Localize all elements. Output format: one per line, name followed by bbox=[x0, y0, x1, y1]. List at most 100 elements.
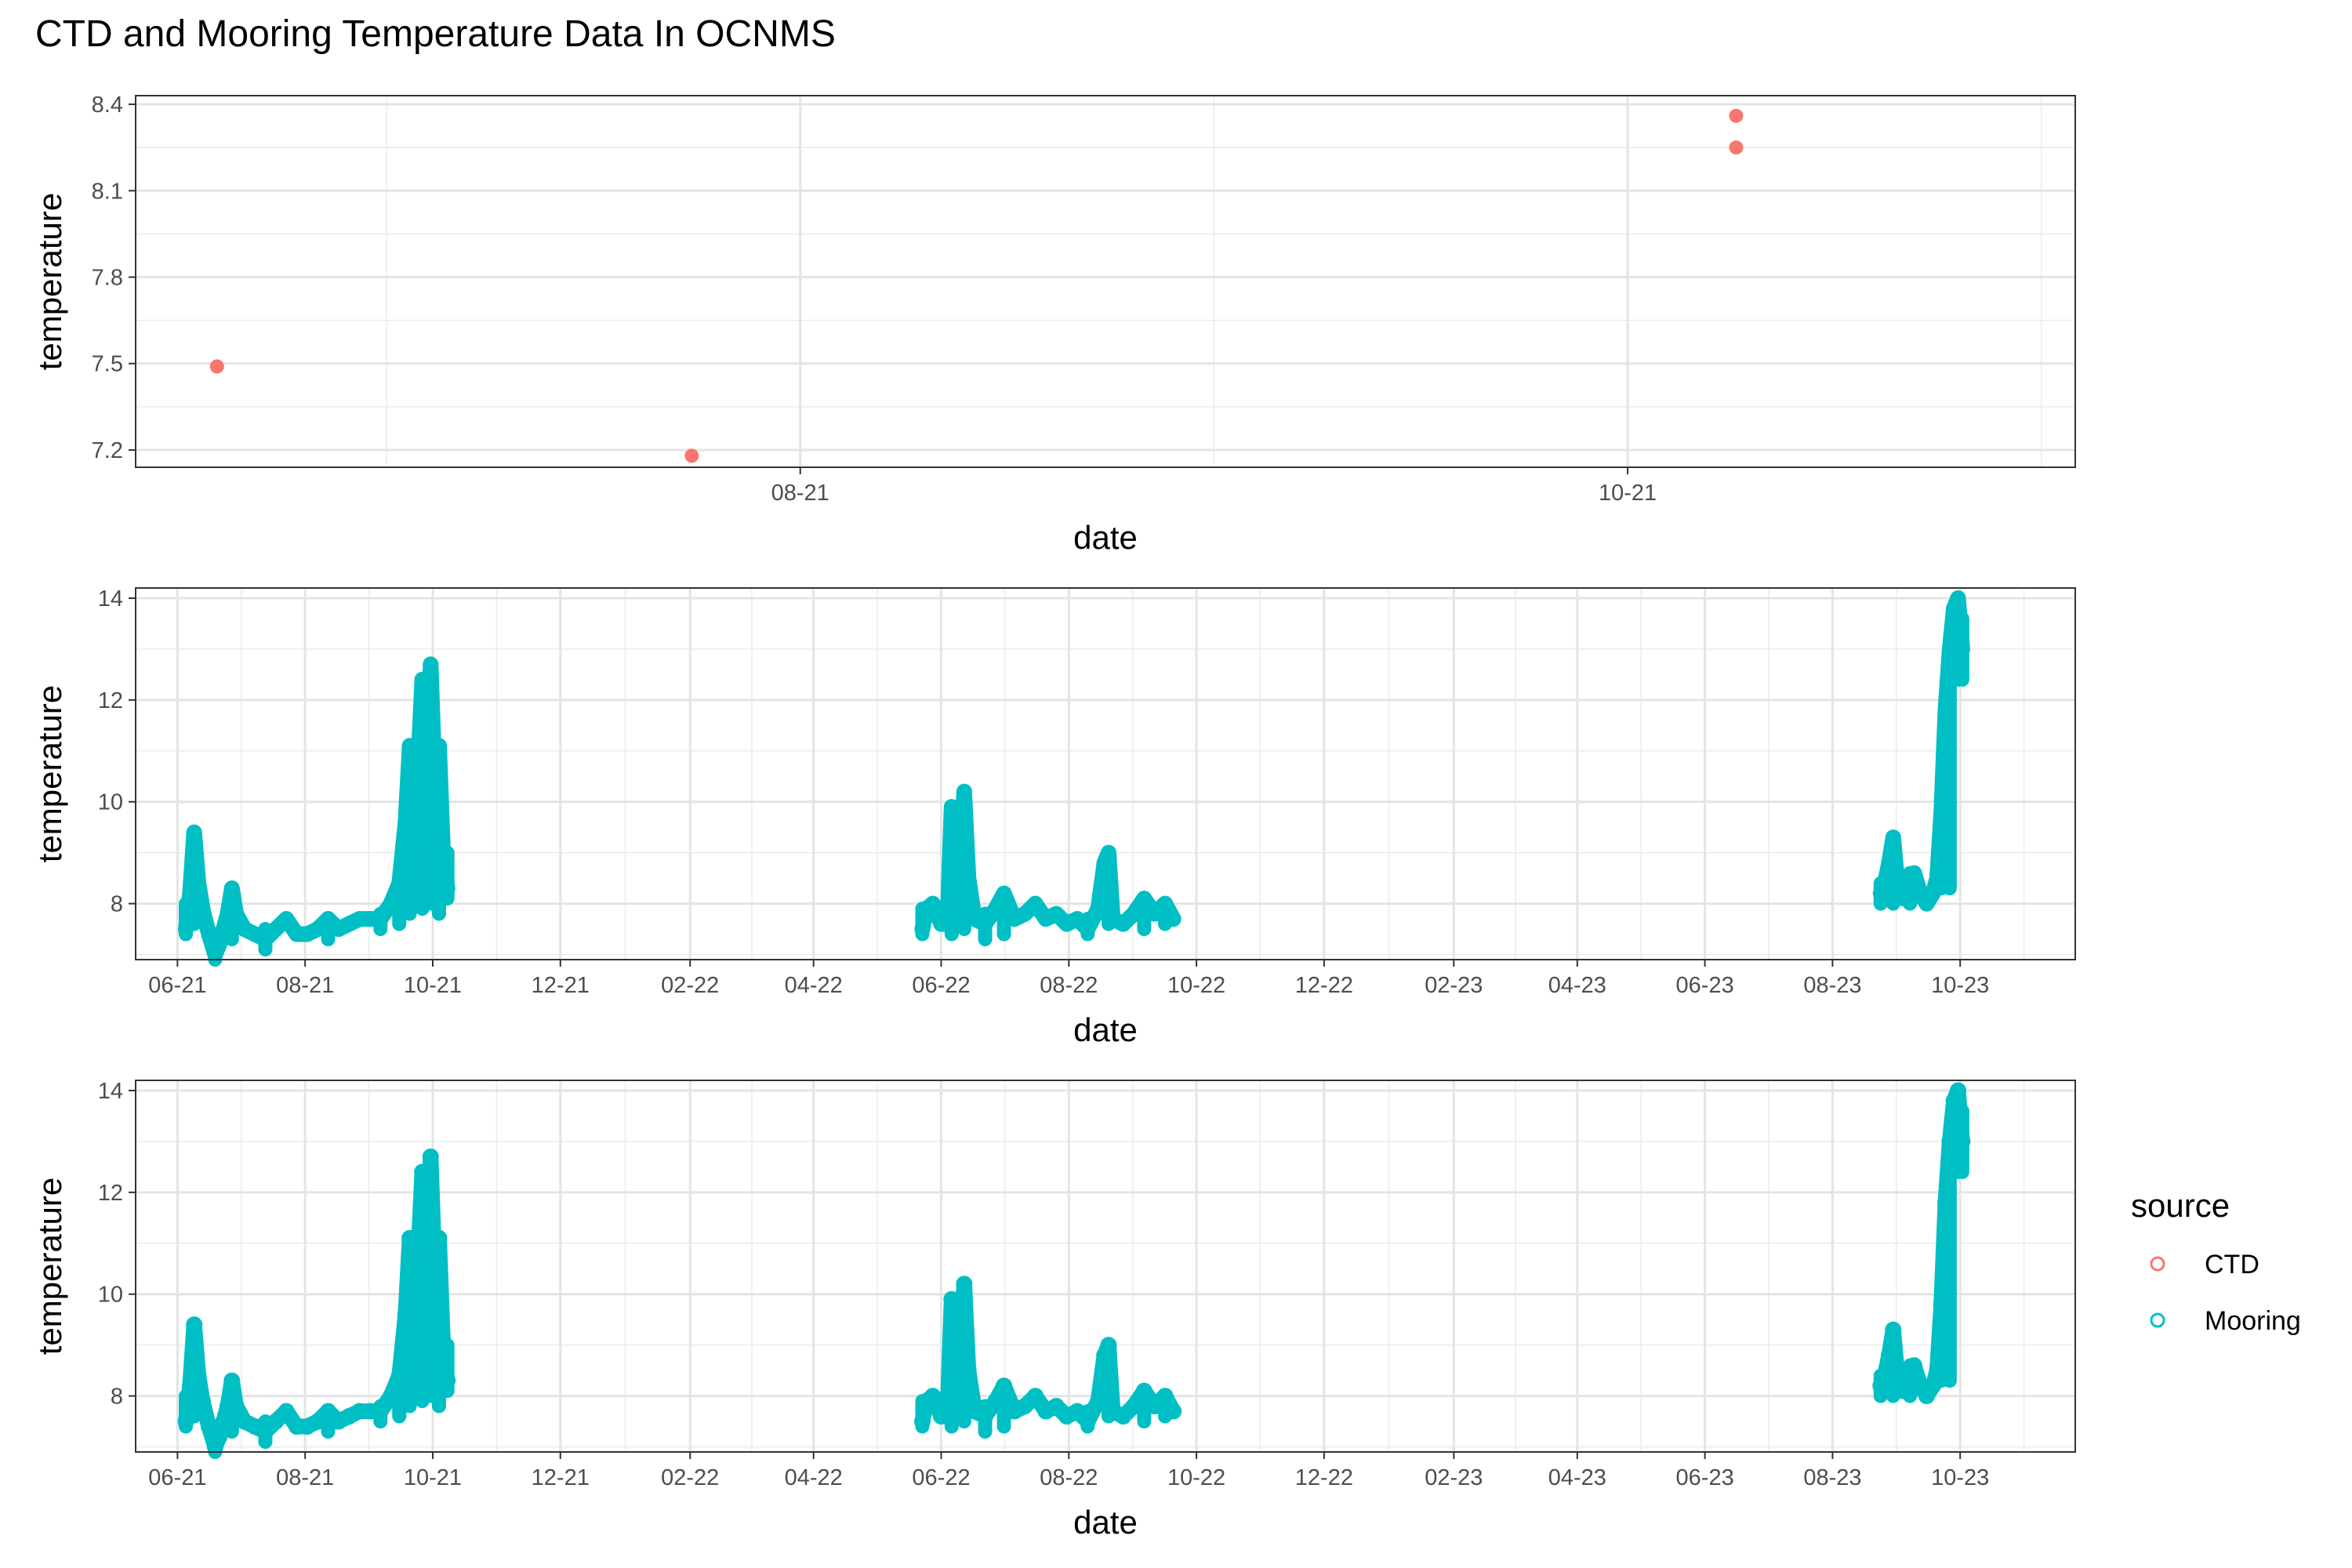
data-point bbox=[1933, 1296, 1950, 1313]
x-tick-label: 06-21 bbox=[148, 973, 206, 998]
data-point bbox=[952, 1357, 969, 1374]
data-point bbox=[206, 1439, 223, 1456]
data-point bbox=[924, 895, 941, 912]
data-point bbox=[1950, 590, 1966, 606]
data-point bbox=[932, 1408, 949, 1425]
data-point bbox=[1901, 1362, 1918, 1379]
x-tick-label: 08-21 bbox=[771, 481, 829, 506]
data-point bbox=[228, 906, 245, 922]
data-point bbox=[211, 936, 227, 953]
x-tick-label: 04-22 bbox=[785, 973, 843, 998]
data-point bbox=[1080, 921, 1096, 938]
data-point bbox=[1925, 885, 1941, 902]
data-point bbox=[190, 1367, 207, 1385]
x-tick-label: 10-21 bbox=[404, 1465, 462, 1490]
y-axis-title: temperature bbox=[31, 1178, 68, 1355]
y-tick-label: 7.2 bbox=[92, 438, 123, 463]
chart-panels: 7.2 7.5 7.8 8.1 8.4 08-21 10-21 date temperature… bbox=[31, 93, 2076, 1541]
data-point bbox=[1165, 1403, 1182, 1420]
panel-border bbox=[135, 1080, 2076, 1453]
x-tick-label: 02-23 bbox=[1425, 973, 1483, 998]
data-point bbox=[1925, 1377, 1942, 1395]
x-tick-label: 06-22 bbox=[912, 973, 970, 998]
x-tick-label: 12-21 bbox=[532, 1465, 590, 1490]
data-point bbox=[996, 885, 1012, 902]
data-point bbox=[1115, 916, 1131, 932]
data-point bbox=[1906, 865, 1922, 881]
chart-title: CTD and Mooring Temperature Data In OCNM… bbox=[35, 13, 836, 55]
data-point bbox=[1872, 1377, 1889, 1395]
data-point bbox=[200, 1418, 217, 1436]
data-point bbox=[1027, 895, 1044, 912]
data-point bbox=[405, 885, 422, 902]
legend: source CTD Mooring bbox=[2131, 1187, 2301, 1336]
x-tick-label: 04-23 bbox=[1548, 973, 1606, 998]
data-point bbox=[410, 758, 426, 775]
data-point bbox=[1027, 1388, 1044, 1405]
plot-background bbox=[136, 96, 2075, 467]
data-point bbox=[1048, 906, 1065, 922]
data-point bbox=[914, 921, 931, 938]
data-point bbox=[430, 1229, 448, 1247]
x-tick-label: 06-21 bbox=[148, 1465, 206, 1490]
data-point bbox=[351, 1403, 368, 1420]
data-point bbox=[1895, 1382, 1912, 1399]
data-point bbox=[409, 1250, 426, 1267]
panel-1: 7.2 7.5 7.8 8.1 8.4 08-21 10-21 date temperature bbox=[31, 93, 2076, 556]
data-point bbox=[996, 1377, 1013, 1395]
data-layer bbox=[178, 590, 1970, 967]
data-point bbox=[987, 901, 1004, 917]
data-point bbox=[209, 359, 224, 374]
x-tick-label: 08-23 bbox=[1803, 1465, 1861, 1490]
x-tick-label: 12-22 bbox=[1295, 973, 1353, 998]
data-point bbox=[177, 1413, 194, 1430]
data-point bbox=[1125, 1398, 1142, 1415]
data-point bbox=[1929, 1362, 1946, 1379]
data-point bbox=[1115, 1408, 1132, 1425]
data-point bbox=[956, 783, 972, 800]
panel-3: 8 10 12 14 06-21 08-21 10-21 12-21 02-22 04-22 06-… bbox=[31, 1079, 2076, 1541]
data-point bbox=[1069, 1403, 1086, 1420]
x-tick-label: 06-23 bbox=[1676, 1465, 1734, 1490]
data-point bbox=[1906, 1357, 1923, 1374]
data-point bbox=[219, 1398, 236, 1415]
data-point bbox=[414, 1163, 431, 1181]
data-point bbox=[1937, 1194, 1955, 1211]
data-point bbox=[684, 448, 699, 463]
data-point bbox=[1880, 1347, 1897, 1364]
legend-key-ctd bbox=[2150, 1256, 2165, 1272]
data-point bbox=[181, 1377, 198, 1395]
x-tick-label: 04-22 bbox=[785, 1465, 843, 1490]
data-point bbox=[1135, 1382, 1152, 1399]
x-tick-label: 10-22 bbox=[1167, 1465, 1225, 1490]
data-point bbox=[943, 799, 960, 815]
data-point bbox=[1876, 1367, 1893, 1385]
data-point bbox=[391, 875, 408, 891]
data-point bbox=[1954, 1133, 1971, 1150]
data-point bbox=[223, 1372, 241, 1389]
data-point bbox=[943, 1290, 960, 1308]
y-tick-label: 8 bbox=[111, 1385, 123, 1410]
x-tick-label: 08-23 bbox=[1803, 973, 1861, 998]
data-point bbox=[186, 824, 202, 840]
data-point bbox=[1729, 108, 1744, 123]
data-point bbox=[948, 891, 964, 907]
legend-label-ctd: CTD bbox=[2205, 1250, 2259, 1279]
data-point bbox=[320, 911, 336, 927]
data-point bbox=[390, 1367, 408, 1385]
data-point bbox=[939, 1408, 956, 1425]
data-point bbox=[191, 875, 207, 891]
data-point bbox=[423, 656, 439, 673]
data-point bbox=[383, 895, 399, 912]
y-axis-title: temperature bbox=[31, 193, 68, 370]
y-tick-label: 10 bbox=[98, 1283, 123, 1308]
data-point bbox=[1954, 641, 1970, 657]
data-point bbox=[1157, 895, 1174, 912]
x-tick-label: 12-22 bbox=[1295, 1465, 1353, 1490]
data-point bbox=[201, 926, 217, 942]
legend-label-mooring: Mooring bbox=[2205, 1306, 2301, 1336]
data-point bbox=[1885, 1321, 1902, 1338]
data-point bbox=[1156, 1388, 1174, 1405]
data-point bbox=[439, 880, 456, 897]
